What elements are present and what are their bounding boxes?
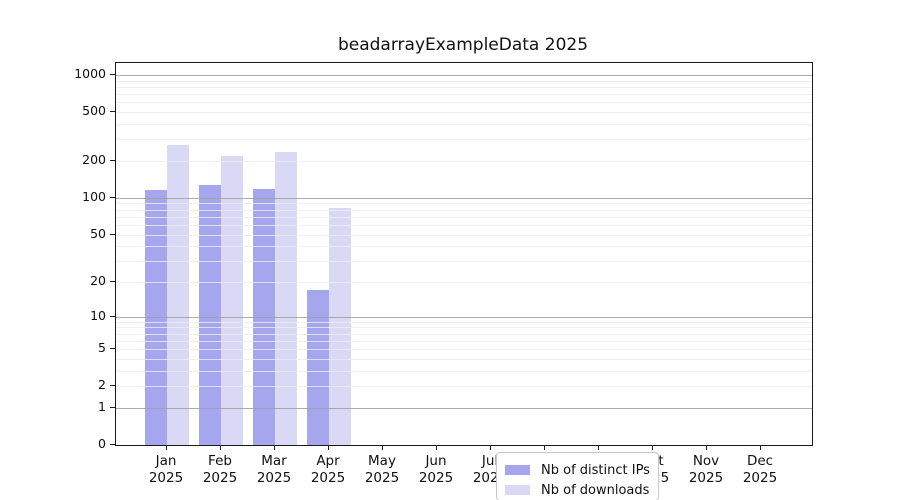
y-tick-1	[110, 406, 115, 408]
bar-downloads-feb	[221, 155, 243, 445]
y-tick-label-5: 5	[98, 340, 106, 356]
y-tick-label-50: 50	[90, 225, 106, 241]
gridline-minor-90	[116, 203, 812, 205]
x-tick-sep	[598, 445, 599, 450]
x-tick-jul	[490, 445, 491, 450]
gridline-minor-300	[116, 139, 812, 141]
gridline-minor-800	[116, 87, 812, 88]
gridline-minor-70	[116, 216, 812, 218]
gridline-minor-600	[116, 102, 812, 104]
gridline-minor-4	[116, 358, 812, 360]
y-tick-100	[110, 196, 115, 198]
gridline-minor-400	[116, 124, 812, 125]
legend: Nb of distinct IPs Nb of downloads	[496, 452, 659, 500]
y-tick-label-1: 1	[98, 398, 106, 414]
y-tick-label-0: 0	[98, 436, 106, 451]
gridline-minor-2	[116, 386, 812, 388]
legend-label-distinct-ips: Nb of distinct IPs	[541, 462, 650, 478]
y-tick-1000	[110, 74, 115, 75]
y-tick-label-2: 2	[98, 377, 106, 393]
gridline-minor-5	[116, 349, 812, 351]
y-tick-500	[110, 111, 115, 113]
plot-area: Nb of distinct IPs Nb of downloads	[115, 62, 813, 500]
bar-downloads-jan	[167, 145, 189, 445]
x-tick-label-may: May 2025	[364, 453, 400, 486]
y-tick-label-100: 100	[82, 188, 106, 204]
y-tick-label-20: 20	[90, 273, 106, 288]
x-tick-label-jun: Jun 2025	[418, 453, 454, 486]
bar-distinct-ips-feb	[199, 184, 221, 445]
x-tick-jan	[166, 445, 167, 450]
y-tick-20	[110, 281, 115, 282]
y-tick-50	[110, 233, 115, 235]
y-tick-10	[110, 315, 115, 317]
y-tick-label-500: 500	[82, 103, 106, 119]
gridline-major-1000	[116, 75, 812, 76]
legend-swatch-distinct-ips	[505, 465, 530, 475]
x-tick-label-dec: Dec 2025	[742, 453, 778, 486]
legend-entry-distinct-ips: Nb of distinct IPs	[497, 460, 658, 480]
x-tick-aug	[544, 445, 545, 450]
bar-distinct-ips-jan	[145, 190, 167, 445]
legend-label-downloads: Nb of downloads	[541, 482, 650, 498]
x-tick-label-mar: Mar 2025	[256, 453, 292, 486]
x-tick-oct	[652, 445, 653, 450]
y-tick-2	[110, 385, 115, 387]
y-tick-0	[110, 444, 115, 445]
x-tick-feb	[220, 445, 221, 450]
chart-title: beadarrayExampleData 2025	[337, 35, 589, 55]
legend-entry-downloads: Nb of downloads	[497, 480, 658, 500]
y-tick-5	[110, 348, 115, 350]
x-tick-label-apr: Apr 2025	[310, 453, 346, 486]
gridline-minor-900	[116, 80, 812, 82]
gridline-major-10	[116, 316, 812, 318]
y-tick-label-200: 200	[82, 152, 106, 167]
x-tick-nov	[706, 445, 707, 450]
legend-swatch-downloads	[505, 485, 530, 495]
gridline-minor-6	[116, 340, 812, 342]
gridline-major-1	[116, 407, 812, 409]
gridline-minor-8	[116, 327, 812, 329]
x-tick-label-feb: Feb 2025	[202, 453, 238, 486]
x-tick-may	[382, 445, 383, 450]
x-tick-label-jan: Jan 2025	[148, 453, 184, 486]
y-tick-200	[110, 160, 115, 161]
gridline-minor-700	[116, 94, 812, 96]
bar-downloads-mar	[275, 152, 297, 445]
gridline-minor-50	[116, 234, 812, 236]
gridline-minor-40	[116, 246, 812, 248]
x-tick-apr	[328, 445, 329, 450]
gridline-major-100	[116, 197, 812, 199]
gridline-minor-7	[116, 333, 812, 335]
gridline-minor-9	[116, 321, 812, 323]
x-tick-dec	[760, 445, 761, 450]
bar-distinct-ips-apr	[307, 290, 329, 445]
gridline-minor-3	[116, 370, 812, 372]
x-tick-label-nov: Nov 2025	[688, 453, 724, 486]
gridline-minor-60	[116, 224, 812, 226]
gridline-minor-30	[116, 261, 812, 263]
gridline-minor-500	[116, 112, 812, 114]
x-tick-mar	[274, 445, 275, 450]
y-tick-label-10: 10	[90, 307, 106, 323]
gridline-minor-200	[116, 161, 812, 162]
gridline-minor-80	[116, 209, 812, 211]
y-tick-label-1000: 1000	[74, 66, 106, 81]
bar-downloads-apr	[329, 207, 351, 445]
x-tick-jun	[436, 445, 437, 450]
gridline-minor-20	[116, 282, 812, 283]
